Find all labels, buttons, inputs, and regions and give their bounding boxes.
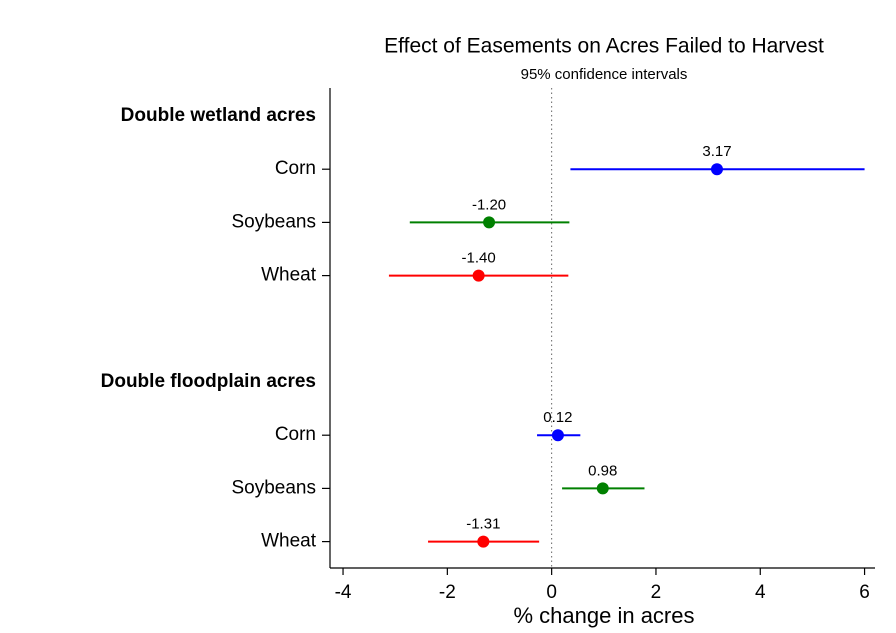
group-header: Double floodplain acres [101,371,316,392]
y-tick-label: Corn [275,424,316,445]
point-estimate [477,535,490,548]
point-estimate [483,216,496,229]
x-tick-label: -2 [439,582,456,603]
value-label: -1.20 [472,196,506,213]
value-label: 3.17 [702,143,731,160]
x-tick-label: 0 [546,582,557,603]
value-label: 0.98 [588,462,617,479]
x-tick-label: 6 [859,582,870,603]
chart-subtitle: 95% confidence intervals [521,66,688,83]
y-tick-label: Wheat [261,531,317,552]
chart-title: Effect of Easements on Acres Failed to H… [384,35,824,58]
y-tick-label: Wheat [261,265,317,286]
point-estimate [551,429,564,442]
point-estimate [710,163,723,176]
point-estimate [472,269,485,282]
value-label: -1.40 [462,250,496,267]
x-tick-label: 2 [651,582,662,603]
y-tick-label: Corn [275,158,316,179]
x-axis-label: % change in acres [514,603,695,628]
x-tick-label: -4 [335,582,352,603]
group-header: Double wetland acres [121,105,316,126]
point-estimate [596,482,609,495]
x-tick-label: 4 [755,582,766,603]
value-label: 0.12 [543,409,572,426]
y-tick-label: Soybeans [231,211,316,232]
y-tick-label: Soybeans [231,477,316,498]
value-label: -1.31 [466,516,500,533]
